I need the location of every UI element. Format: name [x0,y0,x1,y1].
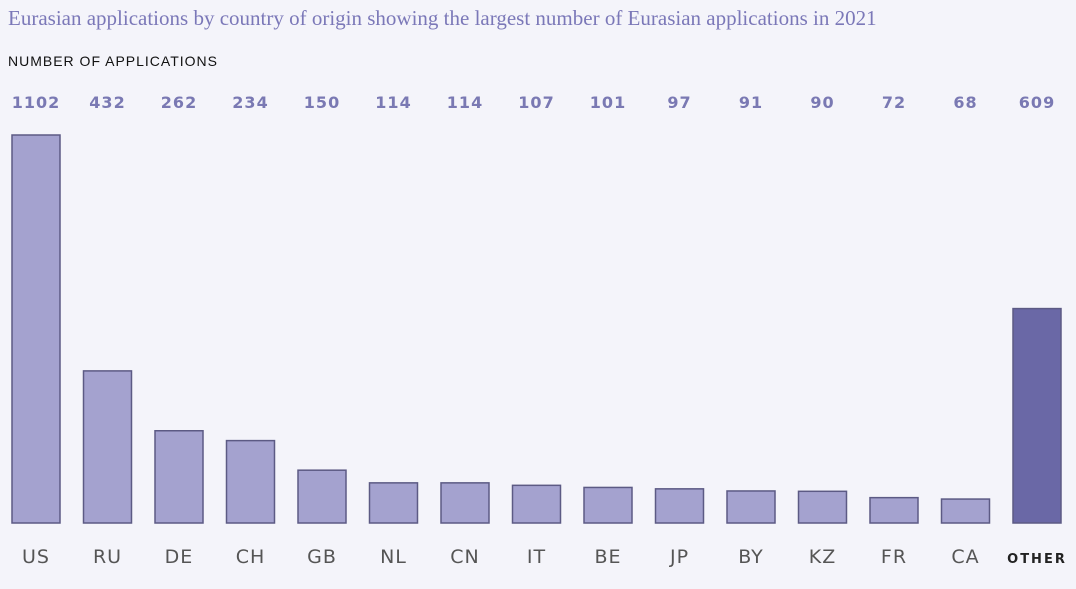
value-label-cn: 114 [447,93,483,112]
category-label-by: BY [738,546,764,568]
value-labels: 1102 432 262 234 150 114 114 107 101 97 91 90 72 68 60… [12,93,1055,112]
bar-ca [940,498,991,524]
value-label-fr: 72 [882,93,906,112]
bar-kz [797,490,848,524]
bar-us [11,134,61,524]
bar-cn [440,482,490,524]
category-label-it: IT [527,546,546,568]
value-label-be: 101 [590,93,626,112]
value-label-de: 262 [161,93,197,112]
category-label-gb: GB [307,546,337,568]
category-label-jp: JP [669,546,689,568]
value-label-ru: 432 [89,93,125,112]
value-label-it: 107 [518,93,554,112]
y-axis-label: NUMBER OF APPLICATIONS [8,53,218,69]
category-label-ru: RU [93,546,122,568]
bar-nl [368,482,419,524]
category-label-cn: CN [450,546,479,568]
category-label-ca: CA [951,546,979,568]
value-label-us: 1102 [12,93,61,112]
bar-gb [297,469,347,524]
bar-jp [654,488,705,524]
category-label-de: DE [165,546,194,568]
value-label-jp: 97 [667,93,691,112]
category-label-fr: FR [881,546,907,568]
bar-ru [82,370,133,524]
bar-by [726,490,776,524]
value-label-kz: 90 [810,93,834,112]
value-label-nl: 114 [375,93,411,112]
value-label-by: 91 [739,93,763,112]
value-label-ch: 234 [232,93,268,112]
bar-fr [869,496,919,524]
chart-title: Eurasian applications by country of orig… [8,6,877,30]
category-label-be: BE [594,546,621,568]
category-label-ch: CH [236,546,266,568]
category-label-us: US [22,546,50,568]
bar-other [1012,307,1062,524]
bars [11,134,1062,524]
value-label-gb: 150 [304,93,340,112]
category-label-other: OTHER [1007,552,1067,567]
bar-be [583,486,633,524]
bar-de [154,430,204,524]
bar-ch [225,439,276,524]
category-label-kz: KZ [809,546,836,568]
value-label-ca: 68 [953,93,977,112]
category-labels: US RU DE CH GB NL CN IT BE JP BY KZ FR CA OTHER [22,546,1067,568]
bar-it [511,484,562,524]
category-label-nl: NL [380,546,407,568]
value-label-other: 609 [1019,93,1055,112]
